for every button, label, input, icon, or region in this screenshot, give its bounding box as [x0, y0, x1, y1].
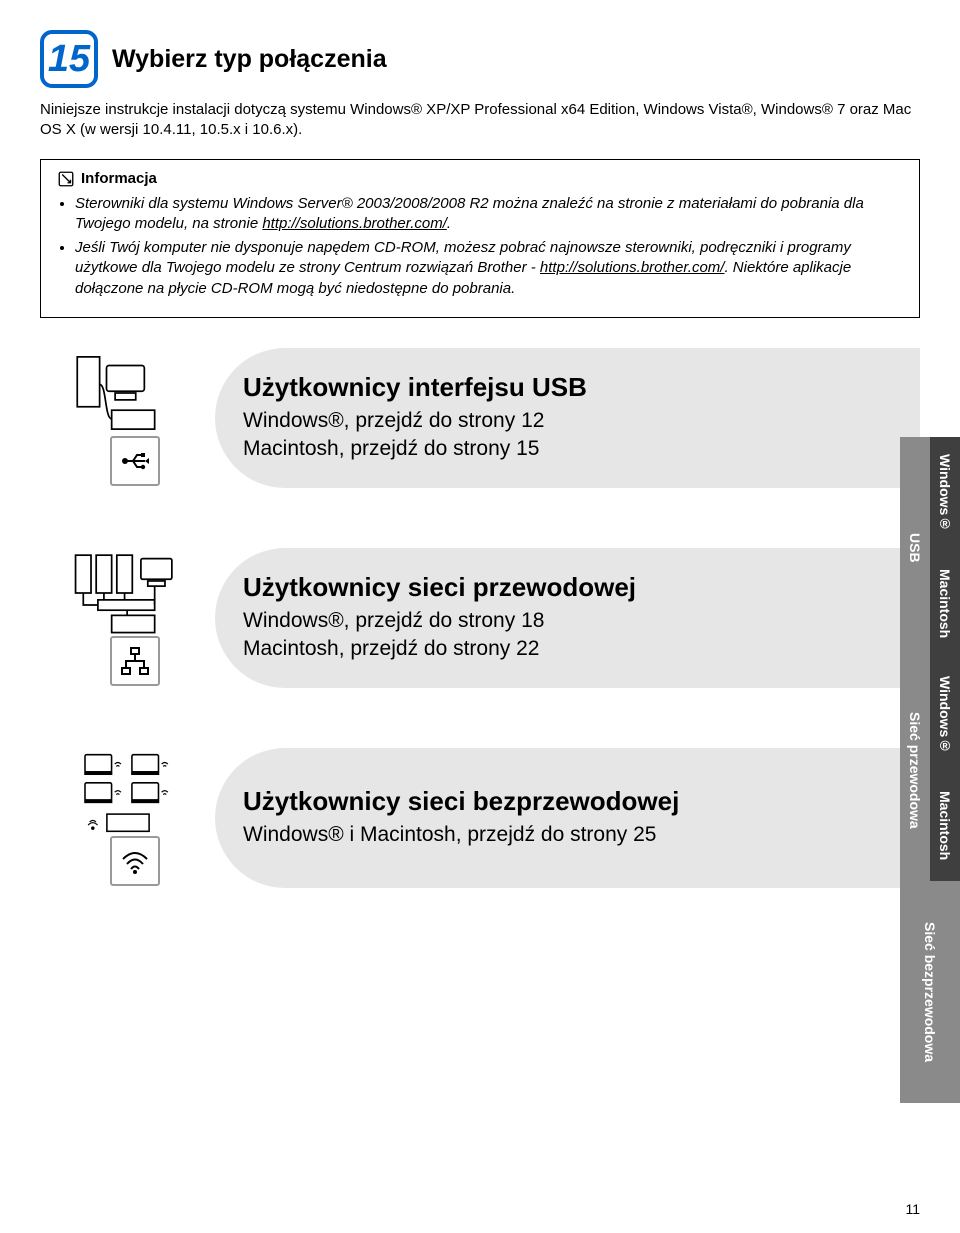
usb-icon	[119, 445, 151, 477]
tab-wired-windows: Windows®	[930, 659, 960, 770]
wireless-title: Użytkownicy sieci bezprzewodowej	[243, 786, 679, 817]
usb-flag: Użytkownicy interfejsu USB Windows®, prz…	[215, 348, 920, 488]
tab-group-wireless: Sieć bezprzewodowa	[900, 881, 960, 1103]
wireless-flag: Użytkownicy sieci bezprzewodowej Windows…	[215, 748, 920, 888]
tab-wireless: Sieć bezprzewodowa	[900, 881, 960, 1103]
tab-usb-os: Windows® Macintosh	[930, 437, 960, 659]
usb-row: Użytkownicy interfejsu USB Windows®, prz…	[40, 348, 920, 488]
info-heading: Informacja	[57, 170, 903, 188]
tab-wired-mac: Macintosh	[930, 770, 960, 881]
tab-group-wired: Sieć przewodowa Windows® Macintosh	[900, 659, 960, 881]
wireless-devices-icon	[68, 750, 188, 836]
tab-usb-mac: Macintosh	[930, 548, 960, 659]
note-icon	[57, 170, 75, 188]
wired-flag-wrap: Użytkownicy sieci przewodowej Windows®, …	[215, 548, 920, 688]
wired-illustration	[40, 550, 215, 686]
info-bullet-2: Jeśli Twój komputer nie dysponuje napęde…	[75, 238, 903, 299]
info-box: Informacja Sterowniki dla systemu Window…	[40, 159, 920, 318]
usb-illustration	[40, 350, 215, 486]
page-number: 11	[905, 1201, 920, 1217]
wireless-symbol-box	[110, 836, 160, 886]
wired-title: Użytkownicy sieci przewodowej	[243, 572, 636, 603]
wireless-illustration	[40, 750, 215, 886]
tab-usb: USB	[900, 437, 930, 659]
wired-row: Użytkownicy sieci przewodowej Windows®, …	[40, 548, 920, 688]
info-bullet-2-link[interactable]: http://solutions.brother.com/	[540, 259, 725, 276]
usb-title: Użytkownicy interfejsu USB	[243, 372, 587, 403]
wireless-line1: Windows® i Macintosh, przejdź do strony …	[243, 821, 679, 849]
usb-flag-wrap: Użytkownicy interfejsu USB Windows®, prz…	[215, 348, 920, 488]
info-list: Sterowniki dla systemu Windows Server® 2…	[57, 194, 903, 299]
step-number: 15	[48, 40, 90, 78]
wired-flag: Użytkownicy sieci przewodowej Windows®, …	[215, 548, 920, 688]
wired-line2: Macintosh, przejdź do strony 22	[243, 635, 636, 663]
tab-wired-os: Windows® Macintosh	[930, 659, 960, 881]
usb-line2: Macintosh, przejdź do strony 15	[243, 435, 587, 463]
step-number-badge: 15	[40, 30, 98, 88]
info-bullet-1-pre: Sterowniki dla systemu Windows Server® 2…	[75, 195, 864, 232]
network-icon	[119, 645, 151, 677]
wireless-flag-wrap: Użytkownicy sieci bezprzewodowej Windows…	[215, 748, 920, 888]
tab-group-usb: USB Windows® Macintosh	[900, 437, 960, 659]
wireless-row: Użytkownicy sieci bezprzewodowej Windows…	[40, 748, 920, 888]
wired-line1: Windows®, przejdź do strony 18	[243, 607, 636, 635]
side-tabs: USB Windows® Macintosh Sieć przewodowa W…	[900, 437, 960, 1103]
info-heading-label: Informacja	[81, 170, 157, 187]
wired-devices-icon	[68, 550, 188, 636]
step-title: Wybierz typ połączenia	[112, 45, 387, 74]
info-bullet-1-link[interactable]: http://solutions.brother.com/	[262, 215, 447, 232]
usb-devices-icon	[68, 350, 188, 436]
tab-usb-windows: Windows®	[930, 437, 960, 548]
usb-line1: Windows®, przejdź do strony 12	[243, 407, 587, 435]
wired-symbol-box	[110, 636, 160, 686]
info-bullet-1-post: .	[447, 215, 451, 232]
info-bullet-1: Sterowniki dla systemu Windows Server® 2…	[75, 194, 903, 235]
wifi-icon	[119, 845, 151, 877]
page: 15 Wybierz typ połączenia Niniejsze inst…	[0, 0, 960, 1233]
usb-symbol-box	[110, 436, 160, 486]
step-header: 15 Wybierz typ połączenia	[40, 30, 920, 88]
tab-wired: Sieć przewodowa	[900, 659, 930, 881]
intro-paragraph: Niniejsze instrukcje instalacji dotyczą …	[40, 100, 920, 141]
